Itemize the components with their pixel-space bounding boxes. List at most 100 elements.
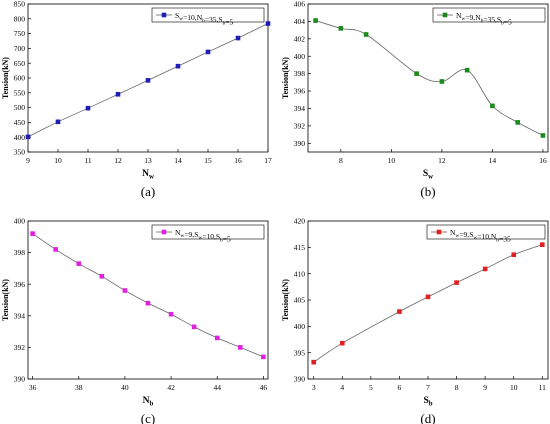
x-tick-label: 8: [339, 156, 343, 165]
y-tick-label: 500: [14, 103, 26, 112]
panel-label: (c): [141, 411, 155, 424]
chart-panel-1: 9 10 11 12 13 14 15 16 17 350 400 450 500 550 600 650 70…: [1, 0, 272, 199]
y-axis-label: Tension(kN): [1, 57, 10, 99]
x-tick-label: 7: [426, 383, 430, 392]
x-axis-label: Sw: [423, 169, 433, 181]
data-point: [490, 103, 495, 109]
series-line: [32, 233, 264, 358]
legend-marker: [442, 12, 448, 18]
legend-marker: [161, 229, 167, 235]
legend-box: [151, 224, 265, 240]
x-tick-label: 6: [398, 383, 402, 392]
data-point: [397, 309, 402, 314]
x-tick-label: 16: [234, 156, 242, 165]
series-line: [315, 20, 544, 136]
data-point: [145, 300, 151, 306]
y-tick-label: 390: [14, 375, 26, 384]
x-tick-label: 5: [369, 383, 373, 392]
x-tick-label: 12: [438, 156, 446, 165]
y-tick-label: 450: [14, 118, 26, 127]
x-tick-label: 38: [75, 383, 83, 392]
x-tick-label: 9: [26, 156, 30, 165]
y-tick-label: 550: [14, 88, 26, 97]
x-tick-label: 44: [213, 383, 221, 392]
data-point: [76, 261, 82, 266]
chart-panel-2: 8 10 12 14 16 390 392 394 396 398 400 402 404 406 Tens…: [281, 0, 549, 199]
y-tick-label: 750: [14, 29, 26, 38]
legend-marker: [436, 229, 442, 235]
data-point: [338, 26, 344, 31]
y-tick-label: 400: [294, 322, 306, 331]
plot-frame: [307, 220, 549, 380]
data-point: [85, 105, 91, 111]
data-point: [168, 311, 174, 317]
y-tick-label: 396: [14, 280, 26, 289]
chart-panel-3: 36 38 40 42 44 46 390 392 394 396 398 400 Tension(kN…: [1, 217, 269, 424]
panel-label: (b): [420, 184, 435, 199]
x-tick-label: 9: [483, 383, 487, 392]
y-tick-label: 402: [294, 34, 306, 43]
data-point: [414, 71, 419, 76]
legend-box: [426, 224, 546, 240]
data-point: [265, 21, 271, 26]
x-tick-label: 11: [539, 383, 546, 392]
x-tick-label: 10: [54, 156, 62, 165]
y-tick-label: 395: [294, 348, 306, 357]
x-tick-label: 40: [121, 383, 129, 392]
y-tick-label: 415: [294, 243, 306, 252]
x-tick-label: 8: [455, 383, 459, 392]
panel-label: (d): [420, 411, 435, 424]
data-point: [482, 266, 488, 272]
data-point: [235, 35, 241, 41]
data-point: [363, 32, 369, 37]
data-point: [311, 359, 317, 365]
y-tick-label: 392: [294, 121, 306, 130]
x-tick-label: 14: [489, 156, 497, 165]
plot-frame: [27, 220, 269, 380]
x-tick-label: 16: [539, 156, 547, 165]
legend-box: [432, 7, 546, 23]
data-point: [539, 242, 545, 247]
y-tick-label: 394: [294, 104, 306, 113]
y-axis-label: Tension(kN): [281, 57, 290, 99]
x-tick-label: 10: [510, 383, 518, 392]
x-tick-label: 46: [260, 383, 268, 392]
legend-marker: [161, 12, 167, 18]
y-tick-label: 406: [294, 0, 306, 9]
y-tick-label: 390: [294, 375, 306, 384]
data-point: [313, 18, 318, 23]
data-point: [454, 280, 459, 285]
data-point: [515, 120, 520, 125]
x-tick-label: 4: [340, 383, 344, 392]
data-point: [439, 79, 445, 84]
data-point: [511, 252, 517, 258]
y-axis-label: Tension(kN): [281, 279, 290, 321]
x-tick-label: 12: [114, 156, 122, 165]
y-tick-label: 650: [14, 59, 26, 68]
data-point: [122, 288, 128, 293]
y-tick-label: 400: [14, 217, 26, 226]
y-tick-label: 800: [14, 14, 26, 23]
y-tick-label: 410: [294, 269, 306, 278]
data-point: [30, 231, 35, 236]
legend-label: Nw=9,Sw=10,Nb=35: [450, 228, 511, 243]
y-tick-label: 350: [14, 148, 26, 157]
data-point: [540, 133, 546, 138]
data-point: [175, 63, 181, 69]
y-tick-label: 400: [294, 52, 306, 61]
data-point: [214, 335, 220, 341]
x-tick-label: 17: [264, 156, 272, 165]
data-point: [191, 324, 197, 330]
y-tick-label: 404: [294, 17, 306, 26]
legend-label: Sw=10,Nb=35,Sb=5: [175, 11, 234, 26]
y-tick-label: 398: [294, 69, 306, 78]
data-point: [145, 78, 151, 83]
legend-label: Nw=9,Sw=10,Sb=5: [175, 228, 231, 243]
data-point: [205, 49, 211, 55]
x-axis-label: Sb: [423, 396, 432, 408]
panel-label: (a): [141, 184, 155, 199]
x-tick-label: 15: [204, 156, 212, 165]
y-tick-label: 405: [294, 296, 306, 305]
data-point: [115, 91, 121, 97]
